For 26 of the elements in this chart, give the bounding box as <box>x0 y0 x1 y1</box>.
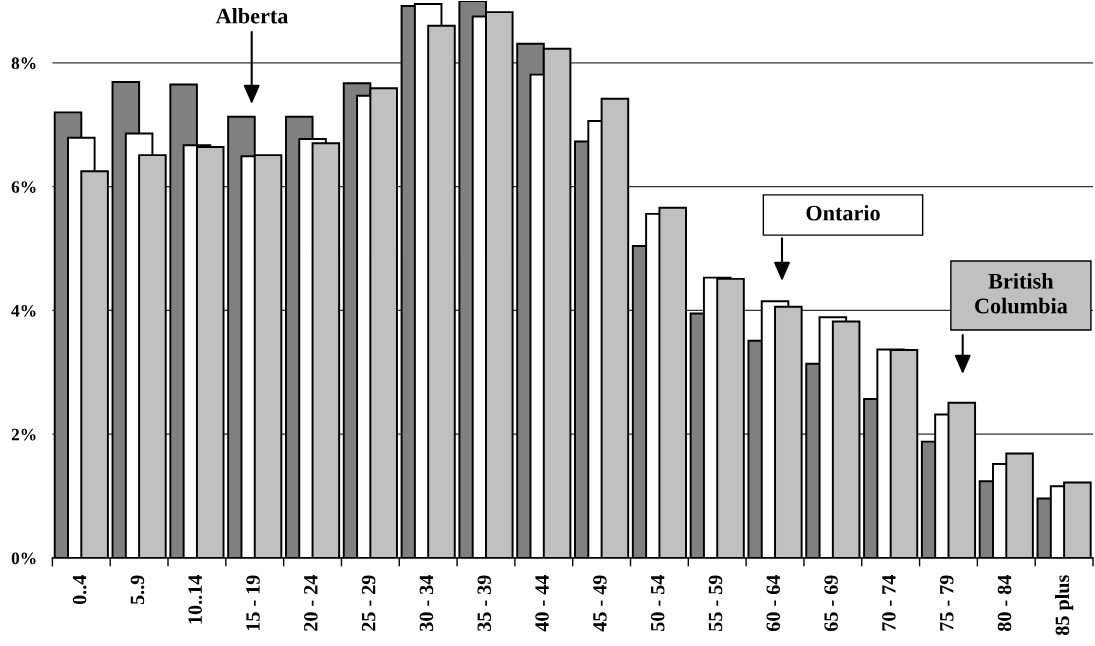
x-tick-label: 55 - 59 <box>708 575 723 631</box>
x-tick-label: 60 - 64 <box>766 575 781 632</box>
x-tick-label: 45 - 49 <box>593 575 607 632</box>
x-tick-label: 50 - 54 <box>650 575 665 631</box>
annotation: British Columbia <box>975 273 1068 314</box>
x-tick-label: 0..4 <box>72 575 87 605</box>
x-tick-label: 70 - 74 <box>882 575 896 631</box>
x-tick-label: 30 - 34 <box>419 575 434 631</box>
x-tick-label: 75 - 79 <box>939 575 954 631</box>
x-tick-label: 10..14 <box>188 575 203 624</box>
x-tick-label: 65 - 69 <box>824 575 838 632</box>
annotation: Ontario <box>806 204 880 221</box>
y-tick-label: 2% <box>11 428 36 441</box>
x-tick-label: 40 - 44 <box>535 575 549 632</box>
y-tick-label: 0% <box>11 552 36 565</box>
x-tick-label: 5..9 <box>130 575 145 605</box>
x-tick-label: 85 plus <box>1054 575 1074 635</box>
y-tick-label: 6% <box>11 181 36 193</box>
x-tick-label: 25 - 29 <box>361 575 376 631</box>
x-tick-label: 20 - 24 <box>304 575 318 631</box>
y-tick-label: 8% <box>11 57 36 70</box>
x-tick-label: 80 - 84 <box>997 575 1012 632</box>
annotation: Alberta <box>215 7 289 24</box>
y-tick-label: 4% <box>11 304 36 317</box>
x-tick-label: 15 - 19 <box>246 575 260 631</box>
x-tick-label: 35 - 39 <box>477 575 492 631</box>
